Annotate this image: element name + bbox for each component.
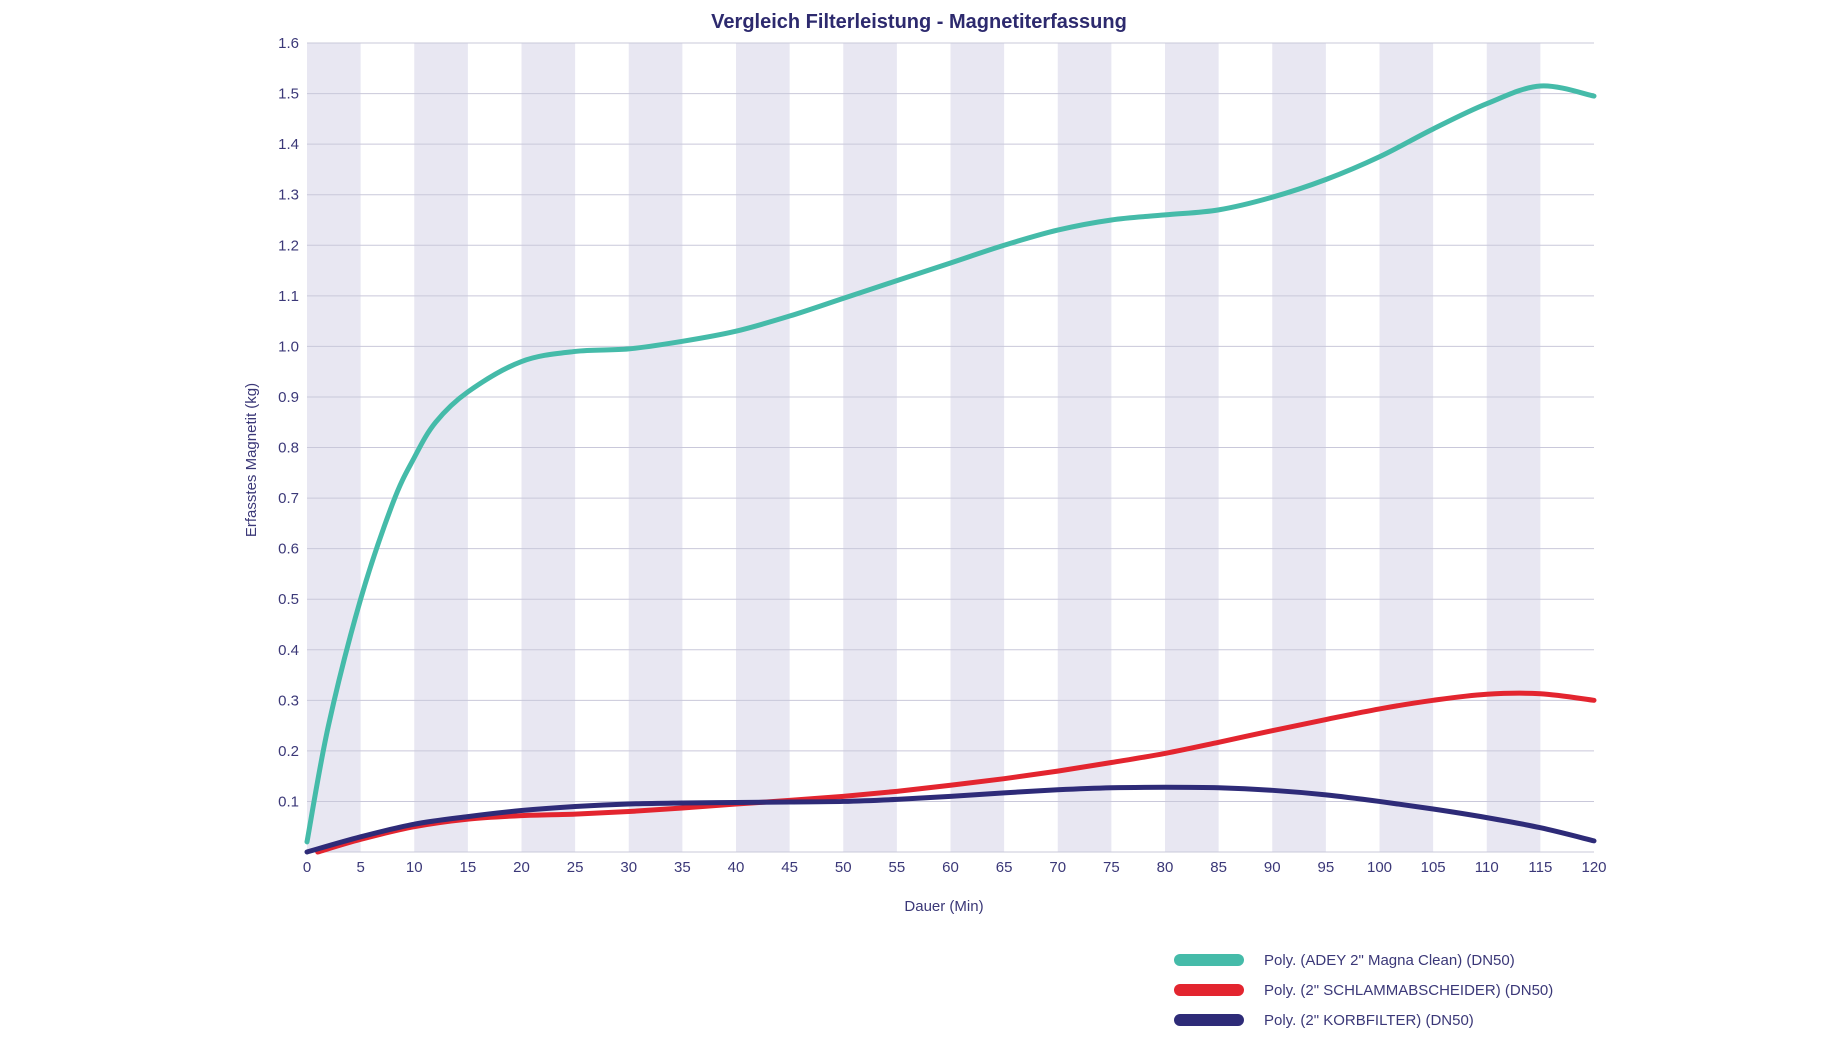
x-tick-label: 85 bbox=[1210, 859, 1227, 876]
x-tick-label: 65 bbox=[996, 859, 1013, 876]
series-layer bbox=[304, 83, 1597, 855]
legend-label: Poly. (ADEY 2" Magna Clean) (DN50) bbox=[1264, 952, 1515, 969]
x-tick-label: 10 bbox=[406, 859, 423, 876]
legend: Poly. (ADEY 2" Magna Clean) (DN50) Poly. … bbox=[1174, 952, 1553, 1029]
x-tick-label: 35 bbox=[674, 859, 691, 876]
x-tick-label: 0 bbox=[303, 859, 311, 876]
legend-label: Poly. (2" SCHLAMMABSCHEIDER) (DN50) bbox=[1264, 982, 1553, 999]
y-tick-label: 1.4 bbox=[278, 136, 299, 153]
y-tick-label: 1.6 bbox=[278, 35, 299, 52]
x-tick-label: 95 bbox=[1318, 859, 1335, 876]
y-axis-ticks: 0.1 0.2 0.3 0.4 0.5 0.6 0.7 0.8 0.9 1.0 1.1 1.2 1.3 1… bbox=[278, 35, 299, 810]
y-tick-label: 1.0 bbox=[278, 338, 299, 355]
y-tick-label: 0.8 bbox=[278, 440, 299, 457]
x-tick-label: 45 bbox=[781, 859, 798, 876]
legend-label: Poly. (2" KORBFILTER) (DN50) bbox=[1264, 1012, 1474, 1029]
y-tick-label: 1.2 bbox=[278, 237, 299, 254]
x-tick-label: 120 bbox=[1581, 859, 1606, 876]
x-tick-label: 50 bbox=[835, 859, 852, 876]
x-tick-label: 15 bbox=[460, 859, 477, 876]
series-line-2 bbox=[315, 690, 1597, 855]
series-line-3 bbox=[304, 784, 1597, 855]
y-tick-label: 0.5 bbox=[278, 591, 299, 608]
x-tick-label: 60 bbox=[942, 859, 959, 876]
y-tick-label: 1.5 bbox=[278, 86, 299, 103]
x-tick-label: 20 bbox=[513, 859, 530, 876]
x-tick-label: 30 bbox=[620, 859, 637, 876]
x-tick-label: 115 bbox=[1528, 859, 1552, 876]
x-tick-label: 75 bbox=[1103, 859, 1120, 876]
y-tick-label: 1.3 bbox=[278, 187, 299, 204]
x-axis-ticks: 0 5 10 15 20 25 30 35 40 45 50 55 60 65 70 75 80 85 90 95 10… bbox=[303, 859, 1607, 876]
x-tick-label: 40 bbox=[728, 859, 745, 876]
y-axis-label: Erfasstes Magnetit (kg) bbox=[243, 383, 260, 537]
x-tick-label: 55 bbox=[889, 859, 906, 876]
x-tick-label: 80 bbox=[1157, 859, 1174, 876]
chart-title: Vergleich Filterleistung - Magnetiterfas… bbox=[711, 11, 1127, 33]
x-tick-label: 110 bbox=[1475, 859, 1499, 876]
x-tick-label: 70 bbox=[1049, 859, 1066, 876]
series-line-1 bbox=[304, 83, 1597, 845]
y-tick-label: 0.3 bbox=[278, 692, 299, 709]
y-tick-label: 1.1 bbox=[278, 288, 299, 305]
y-tick-label: 0.4 bbox=[278, 642, 299, 659]
x-tick-label: 100 bbox=[1367, 859, 1392, 876]
x-tick-label: 105 bbox=[1421, 859, 1446, 876]
y-tick-label: 0.1 bbox=[278, 793, 299, 810]
y-tick-label: 0.9 bbox=[278, 389, 299, 406]
x-tick-label: 90 bbox=[1264, 859, 1281, 876]
x-tick-label: 5 bbox=[356, 859, 364, 876]
y-tick-label: 0.2 bbox=[278, 743, 299, 760]
y-tick-label: 0.7 bbox=[278, 490, 299, 507]
x-tick-label: 25 bbox=[567, 859, 584, 876]
x-axis-label: Dauer (Min) bbox=[904, 898, 983, 915]
gridlines bbox=[307, 42, 1594, 853]
y-tick-label: 0.6 bbox=[278, 541, 299, 558]
